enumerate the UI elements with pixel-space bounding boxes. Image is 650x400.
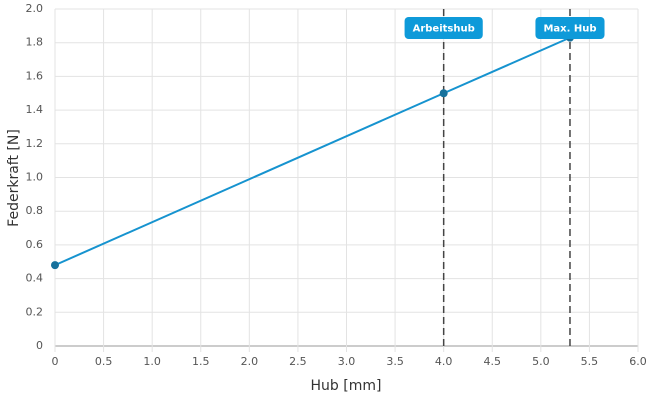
annotation-box — [404, 17, 483, 39]
x-axis-title: Hub [mm] — [311, 378, 382, 394]
y-tick-label: 1.6 — [26, 69, 44, 82]
x-tick-label: 1.0 — [143, 355, 161, 368]
y-tick-label: 0.4 — [26, 272, 44, 285]
annotation-text: Max. Hub — [543, 24, 596, 35]
x-tick-label: 2.5 — [289, 355, 307, 368]
data-point — [51, 261, 59, 270]
x-tick-label: 0.5 — [95, 355, 113, 368]
y-tick-label: 0.6 — [26, 238, 44, 251]
y-tick-label: 1.4 — [26, 103, 44, 116]
y-axis-title: Federkraft [N] — [6, 129, 22, 227]
y-tick-label: 1.8 — [26, 36, 44, 49]
x-tick-label: 5.0 — [532, 355, 550, 368]
x-tick-label: 4.5 — [484, 355, 502, 368]
y-tick-label: 0.2 — [26, 305, 44, 318]
y-tick-label: 1.0 — [26, 171, 44, 184]
y-tick-label: 0 — [36, 339, 43, 352]
x-tick-label: 3.0 — [338, 355, 356, 368]
annotation-text: Arbeitshub — [413, 24, 475, 35]
x-tick-label: 1.5 — [192, 355, 210, 368]
annotation-box — [535, 17, 605, 39]
y-tick-label: 0.8 — [26, 204, 44, 217]
x-tick-label: 4.0 — [435, 355, 453, 368]
x-tick-label: 3.5 — [386, 355, 404, 368]
x-tick-label: 5.5 — [581, 355, 599, 368]
x-tick-label: 0 — [52, 355, 59, 368]
y-tick-label: 1.2 — [26, 137, 44, 150]
data-point — [439, 89, 448, 98]
x-tick-label: 2.0 — [241, 355, 259, 368]
x-tick-label: 6.0 — [629, 355, 647, 368]
y-tick-label: 2.0 — [26, 2, 44, 15]
